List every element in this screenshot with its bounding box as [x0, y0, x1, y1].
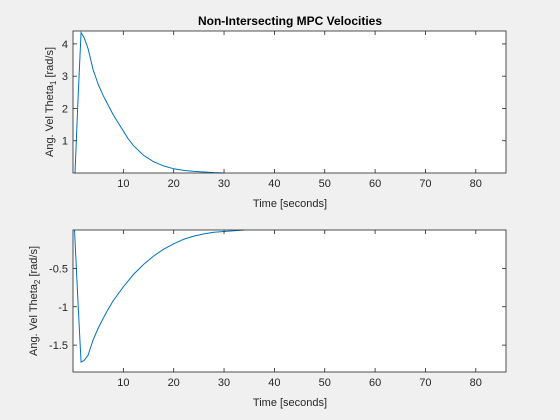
x-tick-label: 70: [419, 178, 431, 190]
plot-layer-bottom: 10 20 30 40 50 60 70 80 -1.5 -1 -0.5: [49, 229, 506, 389]
axes-box-top: [72, 30, 507, 174]
plot-layer-top: 10 20 30 40 50 60 70 80 1 2 3 4: [62, 30, 506, 190]
series-line-1: [74, 30, 225, 174]
y-axis-label-top: Ang. Vel Theta1 [rad/s]: [44, 47, 58, 157]
plot-area-top: [73, 31, 506, 173]
x-tick-label: 70: [419, 377, 431, 389]
x-tick-label: 60: [369, 377, 381, 389]
y-tick-label: 3: [62, 71, 68, 83]
x-tick-label: 40: [268, 178, 280, 190]
series-line-1: [74, 229, 245, 363]
x-tick-label: 50: [319, 178, 331, 190]
axes-top: Non-Intersecting MPC Velocities 10 20 30 40…: [44, 14, 507, 210]
x-tick-label: 80: [470, 377, 482, 389]
y-tick-label: 1: [62, 136, 68, 148]
axes-box-bottom: [72, 229, 507, 373]
x-tick-label: 10: [117, 178, 129, 190]
plot-area-bottom: [73, 230, 506, 372]
chart-title: Non-Intersecting MPC Velocities: [198, 14, 382, 28]
x-tick-label: 20: [168, 178, 180, 190]
y-tick-label: -1: [58, 302, 68, 314]
y-tick-label: -0.5: [49, 263, 68, 275]
x-tick-label: 30: [218, 178, 230, 190]
x-tick-label: 80: [470, 178, 482, 190]
x-axis-label-bottom: Time [seconds]: [253, 397, 327, 409]
y-tick-label: 2: [62, 103, 68, 115]
x-tick-label: 30: [218, 377, 230, 389]
x-tick-label: 60: [369, 178, 381, 190]
x-axis-label-top: Time [seconds]: [253, 198, 327, 210]
x-tick-label: 40: [268, 377, 280, 389]
x-tick-label: 50: [319, 377, 331, 389]
y-tick-label: -1.5: [49, 340, 68, 352]
axes-bottom: 10 20 30 40 50 60 70 80 -1.5 -1 -0.5 Time [seconds…: [28, 229, 507, 409]
x-tick-label: 10: [117, 377, 129, 389]
y-axis-label-bottom: Ang. Vel Theta2 [rad/s]: [28, 246, 42, 356]
y-tick-label: 4: [62, 39, 68, 51]
x-tick-label: 20: [168, 377, 180, 389]
